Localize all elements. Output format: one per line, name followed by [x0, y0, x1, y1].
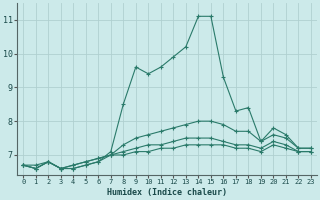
X-axis label: Humidex (Indice chaleur): Humidex (Indice chaleur)	[107, 188, 227, 197]
